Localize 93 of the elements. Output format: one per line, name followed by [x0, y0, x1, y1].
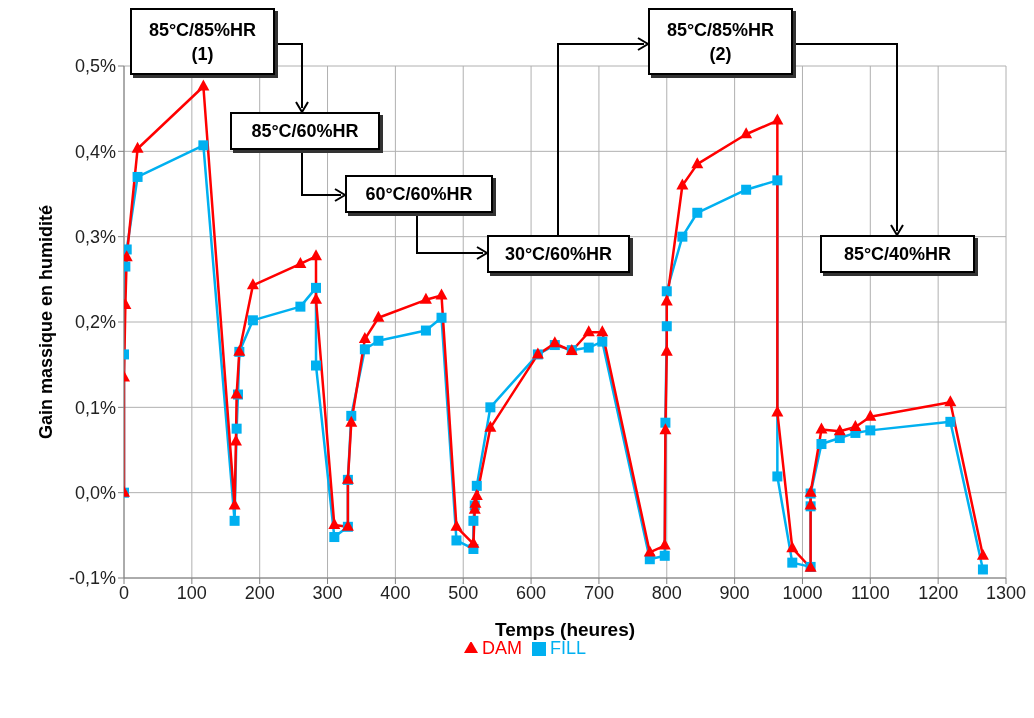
- point: [945, 416, 956, 427]
- x-tick-label: 600: [516, 582, 547, 603]
- point: [131, 141, 144, 153]
- point: [548, 336, 561, 348]
- x-tick-label: 800: [651, 582, 682, 603]
- point: [976, 548, 989, 560]
- x-tick-label: 900: [719, 582, 750, 603]
- y-tick-label: 0,4%: [74, 141, 116, 162]
- point: [849, 419, 862, 431]
- point: [771, 113, 784, 125]
- point: [372, 310, 385, 322]
- point: [419, 292, 432, 304]
- x-tick-label: 1300: [985, 582, 1027, 603]
- x-tick-label: 400: [380, 582, 411, 603]
- x-tick-label: 1000: [782, 582, 823, 603]
- point: [310, 249, 322, 261]
- annotation: 85°C/40%HR: [820, 235, 975, 273]
- point: [435, 288, 448, 300]
- y-tick-label: 0,1%: [74, 397, 116, 418]
- x-tick-label: 0: [118, 582, 130, 603]
- point: [471, 480, 482, 491]
- point: [833, 424, 846, 436]
- x-tick-label: 1200: [918, 582, 959, 603]
- point: [373, 335, 384, 346]
- point: [358, 332, 371, 344]
- point: [583, 342, 594, 353]
- point: [328, 518, 341, 530]
- y-tick-label: 0,3%: [74, 227, 116, 248]
- point: [786, 541, 799, 553]
- annotation: 85°C/60%HR: [230, 112, 380, 150]
- point: [311, 282, 322, 293]
- point: [485, 402, 496, 413]
- point: [467, 536, 480, 548]
- point: [345, 415, 358, 427]
- point: [231, 423, 242, 434]
- point: [676, 178, 689, 190]
- point: [468, 515, 479, 526]
- y-tick-label: 0,0%: [74, 483, 116, 504]
- y-tick-label: 0,5%: [74, 56, 116, 77]
- point: [772, 175, 783, 186]
- point: [329, 532, 340, 543]
- point: [816, 439, 827, 450]
- annotation: 60°C/60%HR: [345, 175, 493, 213]
- point: [661, 286, 672, 297]
- point: [597, 336, 608, 347]
- point: [229, 515, 240, 526]
- point: [692, 207, 703, 218]
- text: 85°C/85%HR (2): [648, 8, 793, 75]
- annotation: 30°C/60%HR: [487, 235, 630, 273]
- point: [741, 184, 752, 195]
- point: [436, 312, 447, 323]
- x-tick-label: 500: [448, 582, 479, 603]
- point: [661, 321, 672, 332]
- point: [246, 278, 259, 290]
- point: [740, 127, 753, 139]
- x-tick-label: 200: [244, 582, 275, 603]
- point: [659, 423, 672, 435]
- point: [643, 545, 656, 557]
- point: [198, 140, 209, 151]
- x-axis-title: Temps (heures): [494, 619, 636, 640]
- point: [311, 360, 322, 371]
- x-tick-label: 100: [176, 582, 207, 603]
- point: [691, 157, 704, 169]
- x-tick-label: 700: [583, 582, 614, 603]
- y-tick-label: -0,1%: [68, 568, 116, 589]
- point: [420, 325, 431, 336]
- point: [865, 425, 876, 436]
- point: [470, 489, 483, 501]
- point: [864, 409, 877, 421]
- x-tick-label: 1100: [850, 582, 890, 603]
- y-axis-title: Gain massique en humidité: [36, 204, 57, 440]
- point: [484, 420, 497, 432]
- point: [197, 79, 210, 91]
- point: [582, 325, 595, 337]
- point: [944, 395, 957, 407]
- point: [815, 422, 828, 434]
- point: [977, 564, 988, 575]
- legend-label: DAM: [481, 638, 522, 658]
- x-tick-label: 300: [312, 582, 343, 603]
- point: [247, 315, 258, 326]
- point: [359, 344, 370, 355]
- point: [659, 550, 670, 561]
- point: [772, 471, 783, 482]
- point: [451, 535, 462, 546]
- y-tick-label: 0,2%: [74, 312, 116, 333]
- point: [132, 171, 143, 182]
- point: [787, 557, 798, 568]
- point: [294, 256, 307, 268]
- point: [677, 231, 688, 242]
- point: [295, 301, 306, 312]
- point: [596, 325, 609, 337]
- point: [660, 294, 673, 306]
- text: 85°C/85%HR (1): [130, 8, 275, 75]
